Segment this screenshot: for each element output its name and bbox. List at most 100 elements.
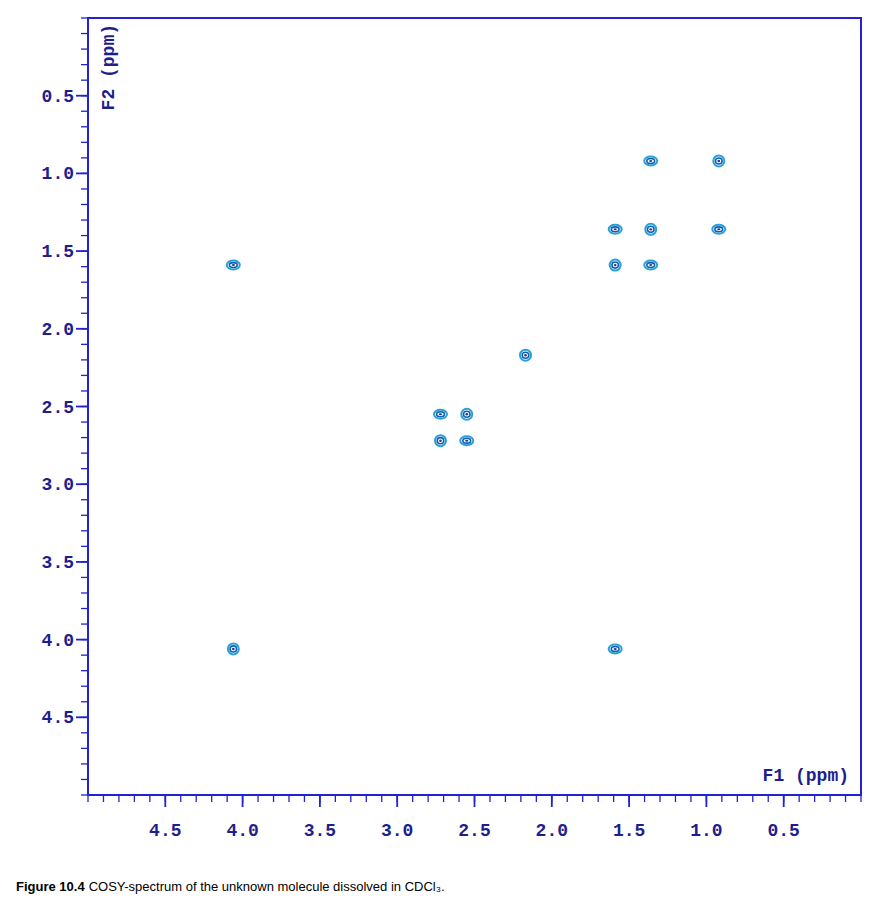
- y-tick-label: 3.0: [42, 475, 74, 495]
- y-tick-label: 4.0: [42, 631, 74, 651]
- x-tick: [396, 795, 398, 807]
- x-tick-label: 0.5: [767, 821, 799, 841]
- x-minor-tick: [427, 795, 428, 802]
- x-tick: [242, 795, 244, 807]
- y-minor-tick: [81, 219, 88, 220]
- y-minor-tick: [81, 188, 88, 189]
- diagonal-peak: [228, 643, 239, 654]
- y-minor-tick: [81, 779, 88, 780]
- y-minor-tick: [81, 732, 88, 733]
- x-minor-tick: [350, 795, 351, 802]
- y-tick-label: 2.5: [42, 398, 74, 418]
- diagonal-peak: [520, 350, 531, 361]
- y-axis-label: F2 (ppm): [99, 24, 119, 110]
- cross-peak: [712, 225, 725, 234]
- y-minor-tick: [81, 80, 88, 81]
- x-tick: [783, 795, 785, 807]
- x-minor-tick: [659, 795, 660, 802]
- x-minor-tick: [134, 795, 135, 802]
- y-minor-tick: [81, 64, 88, 65]
- y-minor-tick: [81, 701, 88, 702]
- x-minor-tick: [458, 795, 459, 802]
- y-minor-tick: [81, 546, 88, 547]
- x-minor-tick: [737, 795, 738, 802]
- x-minor-tick: [768, 795, 769, 802]
- x-minor-tick: [644, 795, 645, 802]
- x-minor-tick: [690, 795, 691, 802]
- y-minor-tick: [81, 452, 88, 453]
- diagonal-peak: [645, 224, 656, 235]
- x-minor-tick: [118, 795, 119, 802]
- cross-peak: [434, 410, 447, 419]
- diagonal-peak: [461, 409, 472, 420]
- x-minor-tick: [505, 795, 506, 802]
- y-minor-tick: [81, 282, 88, 283]
- x-tick: [474, 795, 476, 807]
- y-minor-tick: [81, 748, 88, 749]
- y-minor-tick: [81, 375, 88, 376]
- x-minor-tick: [860, 795, 861, 802]
- y-tick-label: 2.0: [42, 320, 74, 340]
- x-minor-tick: [335, 795, 336, 802]
- x-tick-label: 1.5: [613, 821, 645, 841]
- y-minor-tick: [81, 204, 88, 205]
- x-minor-tick: [520, 795, 521, 802]
- x-tick-label: 1.0: [690, 821, 722, 841]
- x-tick-label: 2.5: [458, 821, 490, 841]
- x-minor-tick: [103, 795, 104, 802]
- x-minor-tick: [675, 795, 676, 802]
- x-tick-label: 4.0: [226, 821, 258, 841]
- x-tick-label: 4.5: [149, 821, 181, 841]
- y-axis: 0.51.01.52.02.53.03.54.04.5: [42, 18, 88, 795]
- y-minor-tick: [81, 670, 88, 671]
- diagonal-peak: [713, 155, 724, 166]
- cross-peak: [644, 156, 657, 165]
- x-minor-tick: [180, 795, 181, 802]
- y-minor-tick: [81, 608, 88, 609]
- y-minor-tick: [81, 515, 88, 516]
- y-tick-label: 1.0: [42, 164, 74, 184]
- plot-frame: [88, 18, 861, 795]
- y-minor-tick: [81, 33, 88, 34]
- y-minor-tick: [81, 48, 88, 49]
- y-minor-tick: [81, 235, 88, 236]
- x-minor-tick: [598, 795, 599, 802]
- cross-peak: [644, 261, 657, 270]
- y-tick: [76, 483, 88, 485]
- x-minor-tick: [288, 795, 289, 802]
- x-minor-tick: [226, 795, 227, 802]
- y-minor-tick: [81, 359, 88, 360]
- cross-peak: [460, 436, 473, 445]
- y-tick: [76, 328, 88, 330]
- x-tick: [164, 795, 166, 807]
- y-minor-tick: [81, 437, 88, 438]
- x-minor-tick: [829, 795, 830, 802]
- y-tick-label: 3.5: [42, 553, 74, 573]
- y-tick: [76, 561, 88, 563]
- x-minor-tick: [211, 795, 212, 802]
- y-minor-tick: [81, 577, 88, 578]
- x-minor-tick: [536, 795, 537, 802]
- x-axis-label: F1 (ppm): [763, 766, 849, 786]
- y-minor-tick: [81, 686, 88, 687]
- y-minor-tick: [81, 126, 88, 127]
- x-tick-label: 2.0: [536, 821, 568, 841]
- y-tick: [76, 716, 88, 718]
- y-minor-tick: [81, 499, 88, 500]
- x-minor-tick: [304, 795, 305, 802]
- y-minor-tick: [81, 297, 88, 298]
- cross-peak: [609, 644, 622, 653]
- y-tick: [76, 172, 88, 174]
- y-minor-tick: [81, 142, 88, 143]
- x-tick: [551, 795, 553, 807]
- y-minor-tick: [81, 17, 88, 18]
- x-minor-tick: [273, 795, 274, 802]
- y-minor-tick: [81, 530, 88, 531]
- y-minor-tick: [81, 794, 88, 795]
- caption-label: Figure 10.4: [16, 879, 85, 894]
- x-minor-tick: [567, 795, 568, 802]
- x-tick-label: 3.5: [304, 821, 336, 841]
- diagonal-peak: [435, 435, 446, 446]
- y-tick: [76, 406, 88, 408]
- x-minor-tick: [443, 795, 444, 802]
